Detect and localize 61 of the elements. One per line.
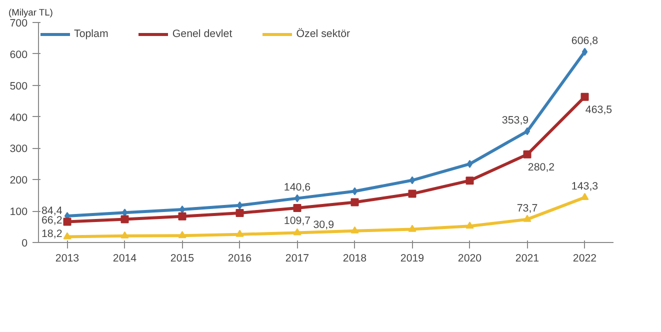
point	[178, 231, 186, 238]
point	[178, 212, 186, 220]
point	[408, 224, 416, 232]
x-tick-label: 2013	[55, 252, 80, 264]
legend-label: Genel devlet	[172, 28, 232, 40]
x-tick-label: 2019	[400, 252, 424, 264]
data-label: 140,6	[284, 181, 311, 194]
point	[523, 214, 532, 222]
y-tick-label: 400	[10, 112, 28, 124]
point	[120, 215, 129, 224]
point	[293, 228, 302, 236]
x-tick-label: 2021	[515, 252, 540, 264]
data-label: 280,2	[528, 161, 555, 174]
y-tick-label: 300	[10, 143, 28, 156]
y-tick-label: 200	[10, 174, 28, 187]
x-tick-label: 2014	[112, 252, 137, 264]
x-tick-label: 2017	[285, 252, 310, 264]
point	[120, 231, 129, 238]
data-label: 109,7	[284, 215, 311, 228]
data-label: 66,2	[42, 214, 62, 227]
x-tick-label: 2015	[170, 252, 194, 264]
point	[236, 208, 244, 217]
x-tick-label: 2016	[228, 252, 252, 264]
data-label: 143,3	[571, 180, 598, 192]
x-tick-label: 2018	[342, 252, 367, 264]
point	[466, 160, 473, 168]
y-tick-label: 500	[10, 80, 28, 92]
legend-label: Özel sektör	[296, 28, 350, 40]
point	[236, 230, 244, 237]
legend-label: Toplam	[74, 28, 108, 40]
point	[582, 48, 588, 56]
y-tick-label: 0	[22, 238, 28, 250]
data-label: 353,9	[502, 114, 529, 126]
point	[236, 201, 243, 210]
point	[580, 92, 589, 101]
x-tick-label: 2022	[572, 252, 597, 264]
data-label: 84,4	[42, 204, 62, 217]
point	[294, 194, 300, 202]
point	[179, 206, 186, 214]
point	[63, 232, 72, 240]
point	[523, 150, 532, 158]
data-label: 30,9	[313, 218, 334, 231]
x-tick-label: 2020	[458, 252, 482, 264]
point	[350, 198, 359, 206]
point	[466, 176, 474, 185]
y-tick-label: 700	[10, 18, 28, 30]
data-label: 606,8	[571, 34, 598, 47]
point	[63, 218, 72, 226]
data-label: 463,5	[585, 104, 612, 116]
y-tick-label: 600	[10, 48, 28, 61]
point	[524, 127, 530, 136]
text: (Milyar TL)	[8, 8, 53, 18]
point	[408, 190, 416, 198]
y-tick-label: 100	[10, 206, 28, 218]
point	[352, 187, 358, 196]
point	[293, 204, 302, 212]
point	[409, 176, 416, 184]
data-label: 18,2	[42, 228, 62, 240]
point	[350, 226, 359, 234]
data-label: 73,7	[516, 202, 538, 214]
point	[466, 222, 474, 229]
